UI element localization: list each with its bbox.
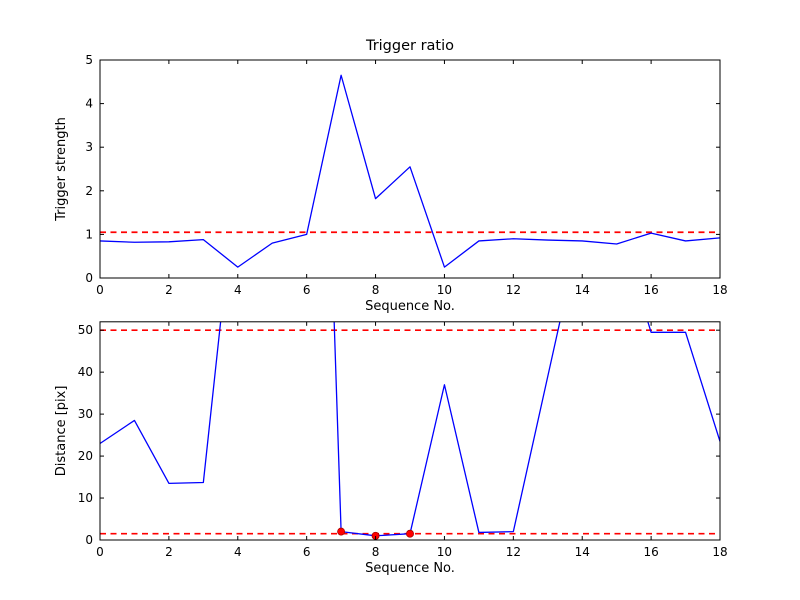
y-tick-label: 5 xyxy=(85,53,93,67)
x-tick-label: 6 xyxy=(303,545,311,559)
x-tick-label: 8 xyxy=(372,283,380,297)
marker-dot xyxy=(406,529,414,538)
x-tick-label: 16 xyxy=(643,545,658,559)
axes-frame xyxy=(99,321,721,541)
x-tick-label: 10 xyxy=(437,283,452,297)
chart-title: Trigger ratio xyxy=(365,38,454,54)
x-tick-label: 4 xyxy=(234,545,242,559)
y-tick-label: 4 xyxy=(85,97,93,111)
x-tick-label: 4 xyxy=(234,283,242,297)
x-tick-label: 0 xyxy=(96,283,104,297)
axes-frame xyxy=(99,59,721,279)
x-tick-label: 2 xyxy=(165,545,173,559)
x-axis-label: Sequence No. xyxy=(365,299,455,314)
x-tick-label: 6 xyxy=(303,283,311,297)
y-tick-label: 30 xyxy=(78,407,93,421)
x-tick-label: 12 xyxy=(506,545,521,559)
y-tick-label: 20 xyxy=(78,449,93,463)
y-tick-label: 50 xyxy=(78,323,93,337)
y-tick-label: 3 xyxy=(85,140,93,154)
y-tick-label: 1 xyxy=(85,227,93,241)
x-axis-label: Sequence No. xyxy=(365,561,455,576)
x-tick-label: 14 xyxy=(575,545,590,559)
x-tick-label: 16 xyxy=(643,283,658,297)
y-tick-label: 40 xyxy=(78,365,93,379)
x-tick-label: 2 xyxy=(165,283,173,297)
y-tick-label: 0 xyxy=(85,271,93,285)
x-tick-label: 18 xyxy=(712,545,727,559)
x-tick-label: 8 xyxy=(372,545,380,559)
y-tick-label: 2 xyxy=(85,184,93,198)
distance-line xyxy=(100,321,720,537)
x-tick-label: 14 xyxy=(575,283,590,297)
x-tick-label: 10 xyxy=(437,545,452,559)
trigger-ratio-line xyxy=(100,74,720,268)
x-tick-label: 18 xyxy=(712,283,727,297)
x-tick-label: 0 xyxy=(96,545,104,559)
y-tick-label: 0 xyxy=(85,533,93,547)
y-axis-label: Trigger strength xyxy=(54,117,69,222)
y-tick-label: 10 xyxy=(78,491,93,505)
y-axis-label: Distance [pix] xyxy=(54,386,69,477)
distance-plot-area xyxy=(100,321,720,540)
marker-dot xyxy=(337,527,346,536)
x-tick-label: 12 xyxy=(506,283,521,297)
trigger-ratio-plot-area xyxy=(100,74,720,268)
